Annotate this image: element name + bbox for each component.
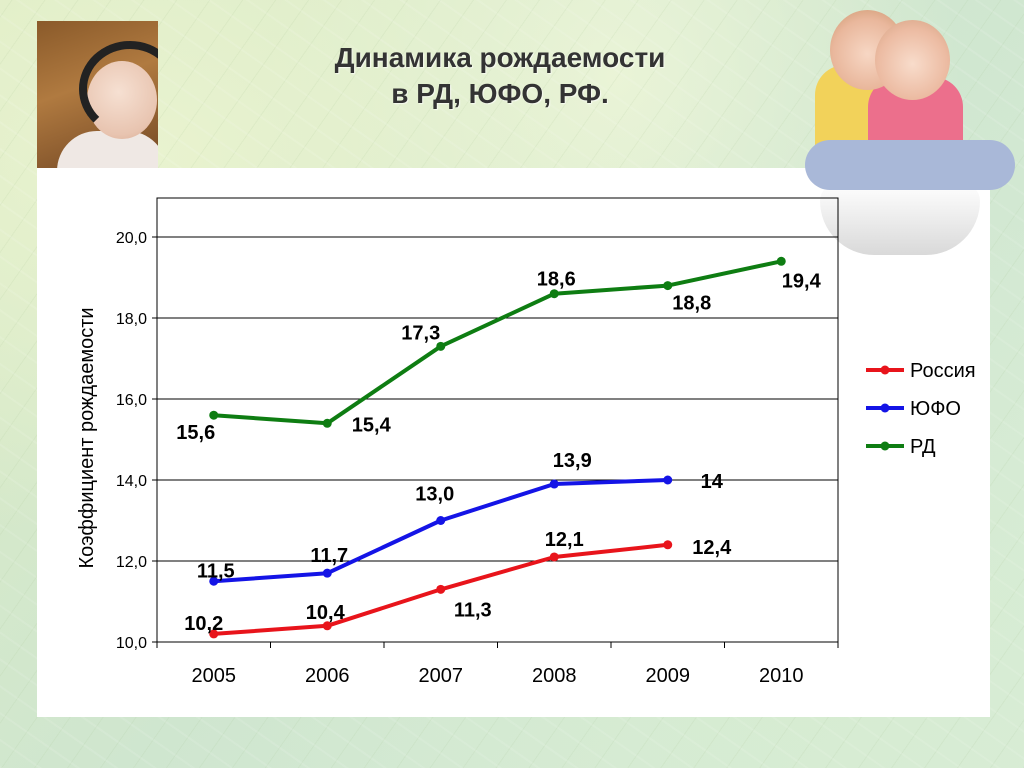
data-point [663, 475, 673, 485]
y-axis-label: Коэффициент рождаемости [76, 307, 98, 568]
legend-marker [880, 365, 890, 375]
y-tick-label: 12,0 [116, 554, 147, 571]
data-point [209, 576, 219, 586]
data-label: 11,3 [454, 599, 492, 621]
data-label: 12,4 [692, 537, 732, 559]
data-label: 10,4 [306, 602, 346, 624]
x-tick-label: 2006 [305, 665, 350, 687]
data-label: 15,4 [352, 414, 392, 436]
data-point [209, 410, 219, 420]
data-label: 13,9 [553, 450, 592, 472]
children-photo [800, 5, 1020, 255]
data-label: 11,5 [197, 560, 235, 582]
data-label: 18,6 [537, 269, 576, 291]
data-label: 12,1 [545, 529, 584, 551]
data-point [209, 629, 219, 639]
data-point [322, 568, 332, 578]
pedestal [820, 183, 980, 255]
legend-marker [880, 441, 890, 451]
data-point [663, 540, 673, 550]
y-tick-label: 20,0 [116, 230, 147, 247]
data-label: 11,7 [310, 545, 348, 567]
children-legs [805, 140, 1015, 190]
data-point [322, 418, 332, 428]
y-tick-label: 14,0 [116, 473, 147, 490]
x-tick-label: 2007 [419, 665, 464, 687]
title-line-2: в РД, ЮФО, РФ. [391, 78, 609, 109]
headphones-icon [79, 41, 158, 137]
legend-label: Россия [910, 360, 976, 382]
data-label: 14 [701, 471, 724, 493]
data-point [776, 256, 786, 266]
child-2-face [875, 20, 950, 100]
y-tick-label: 10,0 [116, 635, 147, 652]
chart-panel [37, 168, 990, 717]
data-point [549, 552, 559, 562]
data-label: 15,6 [176, 422, 215, 444]
page-title: Динамика рождаемости в РД, ЮФО, РФ. [250, 40, 750, 112]
series-line [213, 259, 782, 426]
data-label: 17,3 [401, 322, 440, 344]
x-tick-label: 2005 [192, 665, 237, 687]
data-point [549, 289, 559, 299]
data-point [436, 516, 446, 525]
data-point [549, 479, 559, 489]
y-tick-label: 18,0 [116, 311, 147, 328]
data-point [322, 621, 332, 631]
data-label: 13,0 [415, 484, 454, 506]
y-tick-label: 16,0 [116, 392, 147, 409]
x-tick-label: 2008 [532, 665, 577, 687]
data-point [436, 341, 446, 351]
legend-label: РД [910, 436, 936, 458]
legend-marker [880, 403, 890, 413]
legend-label: ЮФО [910, 398, 961, 420]
x-tick-label: 2009 [646, 665, 691, 687]
title-line-1: Динамика рождаемости [334, 42, 666, 73]
x-tick-label: 2010 [759, 665, 804, 687]
data-label: 19,4 [782, 270, 822, 292]
data-point [663, 281, 673, 291]
data-label: 10,2 [184, 613, 223, 635]
baby-photo [37, 21, 158, 182]
data-label: 18,8 [672, 293, 711, 315]
data-point [436, 584, 446, 594]
